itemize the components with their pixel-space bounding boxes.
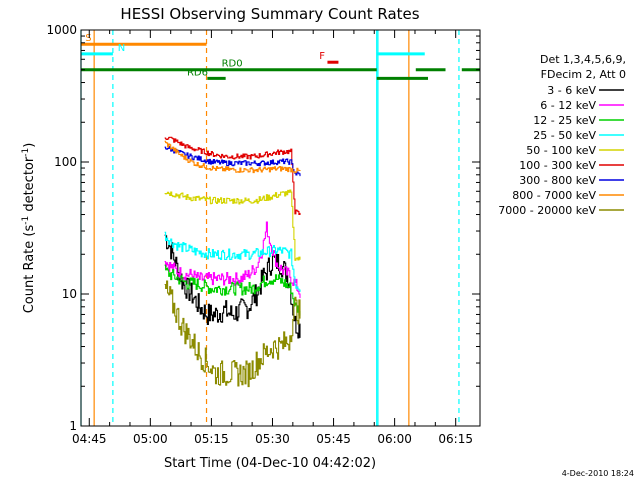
x-tick-label: 06:15 — [438, 432, 473, 446]
legend-label: 50 - 100 keV — [526, 144, 596, 157]
series-line — [164, 231, 301, 292]
legend-header-1: Det 1,3,4,5,6,9, — [540, 53, 626, 66]
legend-label: 7000 - 20000 keV — [498, 204, 596, 217]
plot-frame — [80, 29, 481, 427]
chart-title: HESSI Observing Summary Count Rates — [120, 5, 419, 23]
x-tick-label: 05:45 — [316, 432, 351, 446]
x-tick-label: 06:00 — [377, 432, 412, 446]
x-tick-label: 05:00 — [133, 432, 168, 446]
y-tick-label: 10 — [62, 287, 77, 301]
series-line — [164, 189, 301, 261]
x-tick-label: 04:45 — [72, 432, 107, 446]
flag-label-s: S — [85, 33, 91, 44]
x-axis-label: Start Time (04-Dec-10 04:42:02) — [164, 456, 376, 471]
legend-label: 3 - 6 keV — [547, 84, 596, 97]
series-lines — [164, 136, 301, 388]
legend-label: 12 - 25 keV — [533, 114, 596, 127]
series-line — [164, 264, 301, 316]
axes: 04:45 05:00 05:15 05:30 05:45 06:00 06:15 1 10 10… — [46, 23, 480, 446]
legend-label: 6 - 12 keV — [540, 99, 596, 112]
series-line — [164, 234, 301, 339]
x-tick-label: 05:15 — [194, 432, 229, 446]
flag-label-rd0: RD0 — [222, 59, 243, 70]
series-line — [164, 280, 301, 388]
series-line — [164, 140, 301, 174]
vertical-markers — [80, 30, 460, 426]
legend-label: 300 - 800 keV — [519, 174, 596, 187]
series-line — [164, 145, 301, 177]
flag-bars: S N F RD0 RD6 — [81, 33, 480, 80]
legend-label: 800 - 7000 keV — [512, 189, 596, 202]
series-line — [164, 136, 301, 216]
timestamp: 4-Dec-2010 18:24 — [562, 469, 634, 478]
legend-label: 100 - 300 keV — [519, 159, 596, 172]
y-tick-label: 100 — [54, 155, 77, 169]
y-tick-label: 1 — [69, 419, 77, 433]
legend-header-2: FDecim 2, Att 0 — [541, 68, 626, 81]
flag-label-rd6: RD6 — [187, 67, 208, 78]
legend-label: 25 - 50 keV — [533, 129, 596, 142]
flag-label-f: F — [319, 51, 325, 62]
flag-label-n: N — [118, 43, 125, 54]
y-tick-label: 1000 — [46, 23, 77, 37]
x-tick-label: 05:30 — [255, 432, 290, 446]
legend: Det 1,3,4,5,6,9, FDecim 2, Att 0 3 - 6 k… — [498, 53, 626, 217]
y-axis-label: Count Rate (s-1 detector-1) — [21, 143, 37, 314]
